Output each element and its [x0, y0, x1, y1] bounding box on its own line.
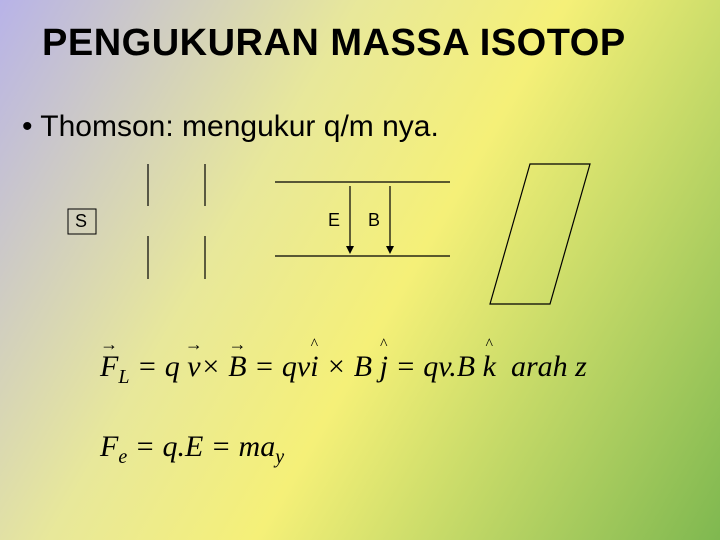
arrow-icon: →: [185, 334, 203, 355]
sym-times2: ×: [326, 350, 346, 383]
unit-k: ^k: [483, 350, 496, 384]
sym-eq5: =: [211, 430, 231, 463]
slide-title: PENGUKURAN MASSA ISOTOP: [42, 22, 626, 65]
sub-e: e: [118, 446, 127, 468]
sym-eq2: =: [254, 350, 274, 383]
sym-E: E: [185, 430, 203, 463]
bullet-item: Thomson: mengukur q/m nya.: [22, 110, 439, 144]
sub-y: y: [275, 446, 284, 468]
sym-q4: q: [162, 430, 177, 463]
sym-eq3: =: [395, 350, 415, 383]
sym-B2: B: [354, 350, 372, 383]
sym-B3: B: [457, 350, 475, 383]
hat-icon: ^: [380, 336, 388, 354]
sym-q: q: [165, 350, 180, 383]
slide: PENGUKURAN MASSA ISOTOP Thomson: menguku…: [0, 0, 720, 540]
sym-m: m: [239, 430, 261, 463]
sym-z: z: [575, 350, 587, 383]
e-label: E: [328, 210, 340, 230]
sym-a: a: [260, 430, 275, 463]
sym-v3: v: [438, 350, 449, 383]
word-arah: arah: [511, 350, 568, 383]
sym-v2: v: [297, 350, 310, 383]
sym-eq4: =: [135, 430, 155, 463]
sym-i: i: [310, 350, 318, 383]
sub-L: L: [118, 366, 129, 388]
vector-B: →B: [228, 350, 246, 384]
lorentz-force-equation: → F L = q →v× →B = qv^i × B ^j = qv.B ^k…: [100, 350, 587, 389]
hat-icon: ^: [311, 336, 319, 354]
e-field-arrowhead: [346, 246, 354, 254]
diagram-svg: S E B: [50, 164, 670, 314]
sym-times: ×: [201, 350, 221, 383]
vector-v: →v: [187, 350, 200, 384]
unit-j: ^j: [380, 350, 388, 384]
hat-icon: ^: [486, 336, 494, 354]
source-label: S: [75, 211, 87, 231]
sym-k: k: [483, 350, 496, 383]
electric-force-equation: Fe = q.E = may: [100, 430, 284, 469]
sym-dot2: .: [177, 430, 185, 463]
sym-q3: q: [423, 350, 438, 383]
unit-i: ^i: [310, 350, 318, 384]
arrow-icon: →: [100, 334, 118, 355]
sym-Fe: F: [100, 430, 118, 463]
b-field-arrowhead: [386, 246, 394, 254]
sym-dot: .: [449, 350, 457, 383]
screen-shape: [490, 164, 590, 304]
b-label: B: [368, 210, 380, 230]
sym-eq: =: [137, 350, 157, 383]
sym-j: j: [380, 350, 388, 383]
arrow-icon: →: [228, 334, 246, 355]
thomson-diagram: S E B: [50, 164, 670, 314]
sym-q2: q: [282, 350, 297, 383]
vector-F: → F: [100, 350, 118, 384]
